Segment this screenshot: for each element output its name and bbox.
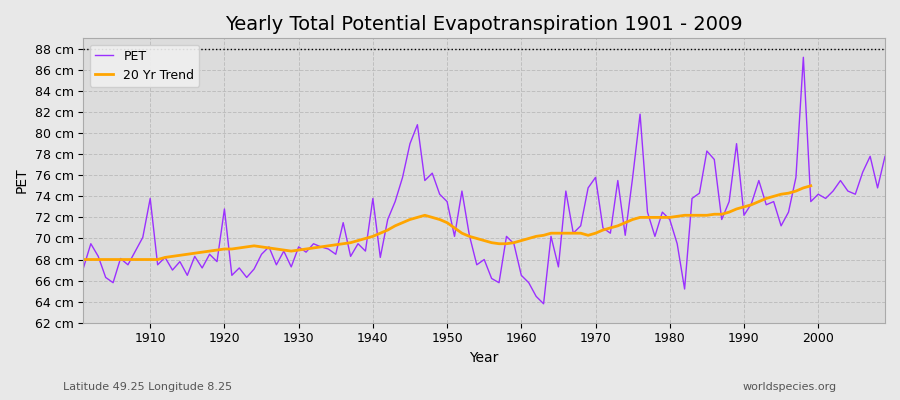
Legend: PET, 20 Yr Trend: PET, 20 Yr Trend — [90, 44, 200, 87]
PET — [612, 178, 623, 183]
PET — [78, 266, 89, 270]
20 Yr Trend — [248, 244, 259, 248]
X-axis label: Year: Year — [470, 351, 499, 365]
Y-axis label: PET: PET — [15, 168, 29, 193]
PET — [346, 254, 356, 259]
Text: Latitude 49.25 Longitude 8.25: Latitude 49.25 Longitude 8.25 — [63, 382, 232, 392]
20 Yr Trend — [650, 215, 661, 220]
20 Yr Trend — [271, 246, 282, 251]
20 Yr Trend — [301, 246, 311, 251]
Title: Yearly Total Potential Evapotranspiration 1901 - 2009: Yearly Total Potential Evapotranspiratio… — [225, 15, 743, 34]
20 Yr Trend — [806, 183, 816, 188]
PET — [538, 301, 549, 306]
PET — [879, 154, 890, 159]
Text: worldspecies.org: worldspecies.org — [742, 382, 837, 392]
Line: 20 Yr Trend: 20 Yr Trend — [84, 186, 811, 260]
PET — [508, 241, 519, 246]
20 Yr Trend — [78, 257, 89, 262]
PET — [301, 250, 311, 254]
PET — [138, 235, 148, 240]
PET — [516, 273, 526, 278]
20 Yr Trend — [442, 220, 453, 225]
20 Yr Trend — [464, 234, 475, 239]
PET — [798, 55, 809, 60]
Line: PET: PET — [84, 57, 885, 304]
